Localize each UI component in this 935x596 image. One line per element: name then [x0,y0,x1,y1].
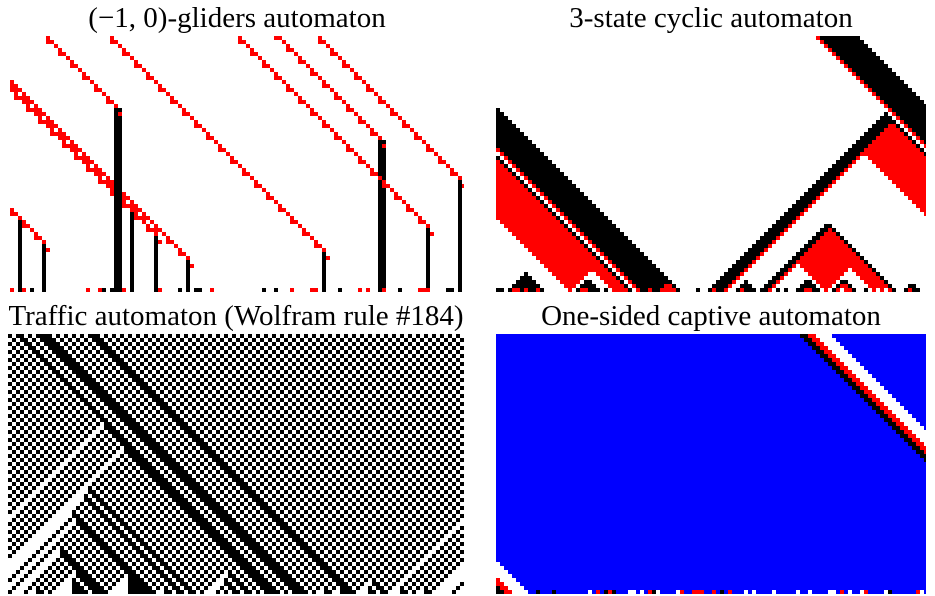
captive-automaton-diagram [496,334,926,594]
cyclic-automaton-diagram [496,36,926,292]
panel-cyclic: 3-state cyclic automaton [496,0,926,292]
gliders-automaton-diagram [10,36,464,292]
panel-traffic: Traffic automaton (Wolfram rule #184) [8,298,464,596]
panel-gliders: (−1, 0)-gliders automaton [10,0,464,292]
panel-title-cyclic: 3-state cyclic automaton [569,2,853,34]
panel-title-traffic: Traffic automaton (Wolfram rule #184) [8,300,464,332]
panel-title-captive: One-sided captive automaton [541,300,881,332]
panel-captive: One-sided captive automaton [496,298,926,596]
panel-title-gliders: (−1, 0)-gliders automaton [88,2,386,34]
traffic-automaton-diagram [8,334,464,594]
